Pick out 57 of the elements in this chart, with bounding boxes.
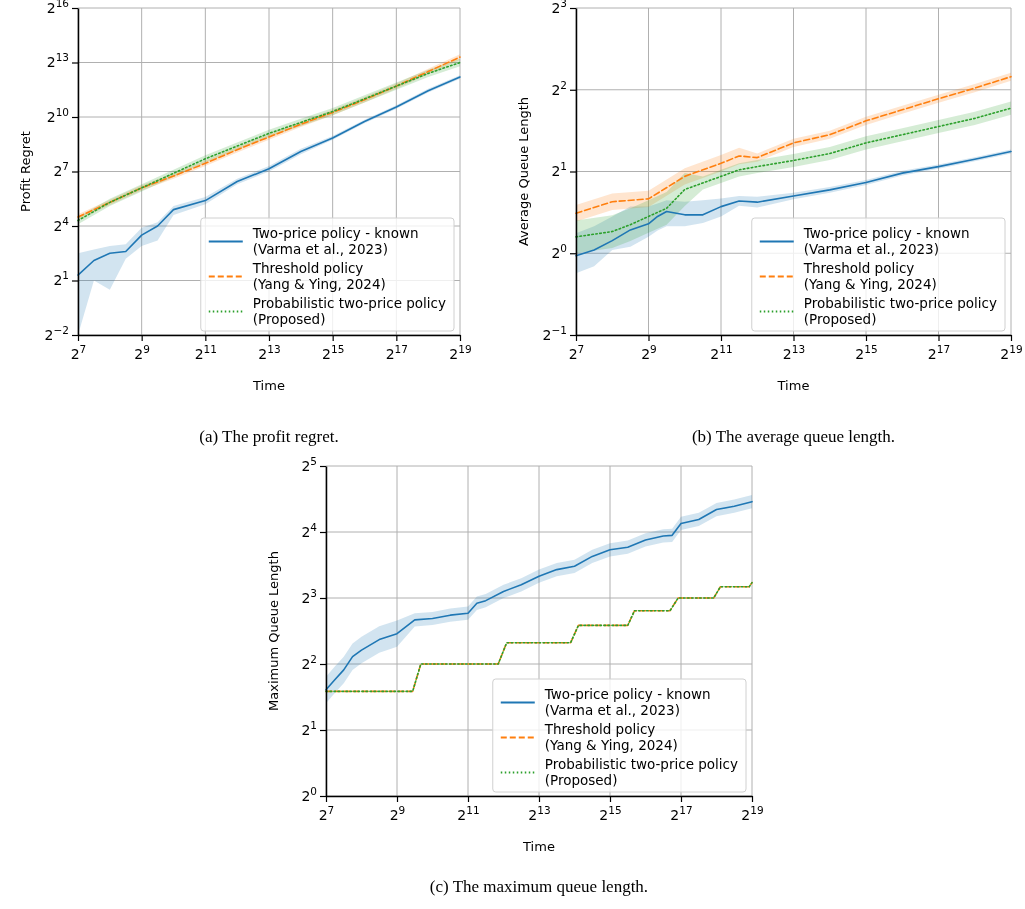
legend-label: Threshold policy (Yang & Ying, 2024) — [802, 260, 937, 292]
x-tick-label: 2$^{11}$ — [457, 804, 480, 824]
text: (b) The average queue length. — [691, 427, 896, 446]
x-tick-label: 2$^{9}$ — [641, 343, 657, 363]
y-axis-title: Maximum Queue Length — [266, 551, 281, 711]
text: (c) The maximum queue length. — [429, 877, 649, 896]
x-tick-label: 2$^{11}$ — [194, 343, 217, 363]
legend-label: Two-price policy - known (Varma et al., 2023) — [802, 225, 970, 257]
x-tick-label: 2$^{19}$ — [1000, 343, 1023, 363]
y-tick-label: 2$^{4}$ — [53, 214, 70, 234]
x-tick-label: 2$^{17}$ — [927, 343, 951, 363]
x-tick-label: 2$^{17}$ — [385, 343, 408, 363]
legend-label: Probabilistic two-price policy (Proposed) — [803, 295, 997, 327]
y-tick-label: 2$^{2}$ — [301, 652, 317, 672]
y-tick-label: 2$^{−1}$ — [542, 323, 567, 343]
x-tick-label: 2$^{15}$ — [322, 343, 345, 363]
y-tick-label: 2$^{0}$ — [301, 784, 317, 804]
y-tick-label: 2$^{3}$ — [301, 586, 317, 606]
y-tick-label: 2$^{2}$ — [551, 78, 567, 98]
x-tick-label: 2$^{13}$ — [528, 804, 551, 824]
legend-label: Two-price policy - known (Varma et al., 2023) — [543, 686, 711, 718]
legend-label: Probabilistic two-price policy (Proposed) — [252, 295, 446, 327]
y-tick-label: 2$^{7}$ — [53, 160, 69, 180]
legend-label: Probabilistic two-price policy (Proposed) — [544, 756, 738, 788]
x-tick-label: 2$^{7}$ — [318, 804, 335, 824]
y-tick-label: 2$^{10}$ — [46, 105, 69, 125]
x-tick-label: 2$^{13}$ — [258, 343, 281, 363]
x-tick-label: 2$^{15}$ — [599, 804, 622, 824]
x-tick-label: 2$^{7}$ — [568, 343, 585, 363]
x-tick-label: 2$^{13}$ — [782, 343, 806, 363]
x-axis-title: Time — [522, 839, 555, 854]
y-tick-label: 2$^{16}$ — [46, 0, 70, 16]
y-tick-label: 2$^{1}$ — [551, 160, 567, 180]
y-tick-label: 2$^{5}$ — [301, 454, 317, 474]
y-tick-label: 2$^{0}$ — [551, 242, 567, 262]
x-axis-title: Time — [776, 378, 810, 393]
legend-label: Two-price policy - known (Varma et al., 2023) — [251, 225, 419, 257]
y-tick-label: 2$^{1}$ — [53, 269, 69, 289]
y-tick-label: 2$^{3}$ — [551, 0, 567, 16]
y-tick-label: 2$^{4}$ — [301, 520, 318, 540]
text: (a) The profit regret. — [199, 427, 339, 446]
legend-label: Threshold policy (Yang & Ying, 2024) — [251, 260, 386, 292]
x-tick-label: 2$^{17}$ — [670, 804, 693, 824]
y-axis-title: Average Queue Length — [516, 96, 531, 247]
y-axis-title: Profit Regret — [18, 131, 33, 212]
legend-label: Threshold policy (Yang & Ying, 2024) — [543, 721, 678, 753]
x-tick-label: 2$^{19}$ — [741, 804, 764, 824]
y-tick-label: 2$^{1}$ — [301, 718, 317, 738]
x-tick-label: 2$^{7}$ — [70, 343, 87, 363]
x-axis-title: Time — [252, 378, 285, 393]
x-tick-label: 2$^{15}$ — [855, 343, 878, 363]
x-tick-label: 2$^{19}$ — [449, 343, 472, 363]
x-tick-label: 2$^{9}$ — [389, 804, 406, 824]
x-tick-label: 2$^{9}$ — [134, 343, 150, 363]
y-tick-label: 2$^{13}$ — [46, 51, 69, 71]
y-tick-label: 2$^{−2}$ — [44, 323, 69, 343]
x-tick-label: 2$^{11}$ — [710, 343, 733, 363]
